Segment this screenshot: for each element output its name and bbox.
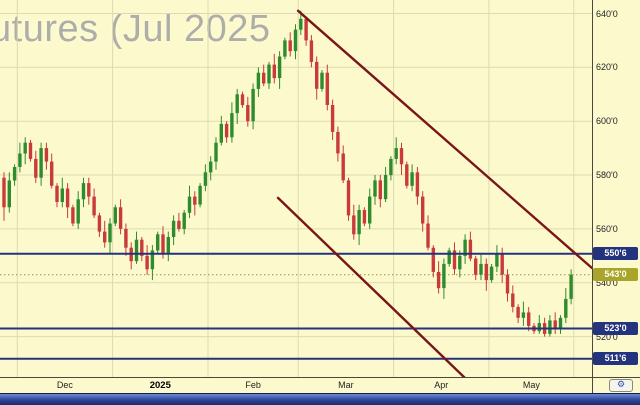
price-level-badge: 511'6: [593, 352, 638, 366]
contract-title-watermark: utures (Jul 2025: [0, 8, 271, 50]
month-label: Feb: [245, 380, 261, 390]
candlestick-chart[interactable]: [0, 0, 592, 377]
axis-separator-vertical: [592, 0, 593, 393]
price-tick-label: 560'0: [596, 223, 618, 234]
month-label: Mar: [338, 380, 354, 390]
price-tick-label: 620'0: [596, 62, 618, 73]
axis-settings-button[interactable]: ⚙: [609, 379, 633, 392]
time-axis[interactable]: Dec 2025 Feb Mar Apr May: [0, 378, 592, 393]
month-label: May: [522, 380, 540, 390]
month-label: 2025: [149, 380, 171, 391]
price-tick-label: 640'0: [596, 8, 618, 19]
chart-plot-area[interactable]: utures (Jul 2025: [0, 0, 592, 377]
price-level-badge: 550'6: [593, 247, 638, 261]
price-level-badge: 523'0: [593, 322, 638, 335]
window-bottom-bar: [0, 393, 640, 405]
price-tick-label: 580'0: [596, 170, 618, 180]
price-axis[interactable]: 640'0 620'0 600'0 580'0 560'0 540'0 520'0 550'6…: [593, 0, 640, 377]
price-tick-label: 600'0: [596, 116, 618, 127]
price-tick-label: 540'0: [596, 277, 618, 288]
last-price-badge: 543'0: [593, 268, 638, 282]
month-label: Apr: [434, 380, 449, 390]
gear-icon: ⚙: [616, 380, 626, 390]
axis-separator-horizontal: [0, 377, 640, 378]
price-tick-label: 520'0: [596, 331, 618, 342]
month-label: Dec: [56, 380, 73, 390]
